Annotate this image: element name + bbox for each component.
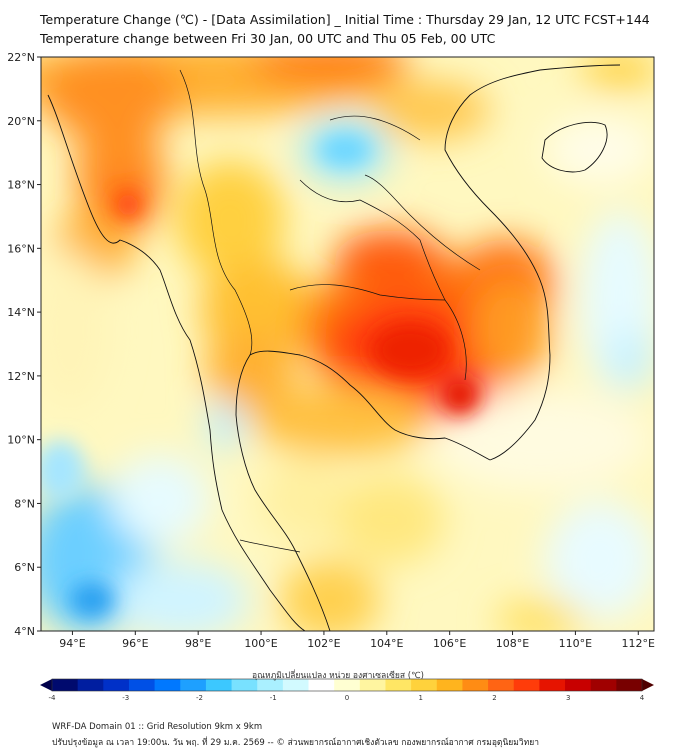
coastlines-borders (47, 64, 621, 631)
colorbar-min-arrow (40, 679, 52, 691)
lon-tick-label: 96°E (122, 637, 148, 650)
colorbar-segment (565, 679, 592, 691)
colorbar-segment (77, 679, 104, 691)
colorbar-segment (436, 679, 464, 691)
lat-tick-label: 20°N (7, 115, 35, 128)
lon-tick-label: 108°E (496, 637, 529, 650)
lon-tick-label: 100°E (244, 637, 277, 650)
colorbar-segment (385, 679, 412, 691)
colorbar-tick-label: -3 (122, 694, 129, 702)
colorbar-segment (359, 679, 387, 691)
footer-model-info: WRF-DA Domain 01 :: Grid Resolution 9km … (52, 722, 263, 732)
lat-tick-label: 16°N (7, 242, 35, 255)
map-subtitle: Temperature change between Fri 30 Jan, 0… (40, 31, 496, 46)
colorbar-segment (282, 679, 310, 691)
lat-tick-label: 8°N (14, 497, 35, 510)
lat-tick-label: 4°N (14, 625, 35, 638)
colorbar-tick-label: 3 (566, 694, 570, 702)
colorbar-tick-label: -1 (270, 694, 277, 702)
lon-tick-label: 94°E (59, 637, 85, 650)
lat-tick-label: 22°N (7, 51, 35, 64)
colorbar-border (51, 678, 643, 692)
lon-tick-label: 98°E (185, 637, 211, 650)
lat-tick-label: 12°N (7, 370, 35, 383)
colorbar-tick-label: 4 (640, 694, 645, 702)
colorbar-segment (616, 679, 643, 691)
colorbar-segment (334, 679, 361, 691)
lat-tick-label: 14°N (7, 306, 35, 319)
colorbar-segment (128, 679, 156, 691)
colorbar-segment (411, 679, 438, 691)
colorbar-max-arrow (642, 679, 654, 691)
colorbar-segment (154, 679, 181, 691)
colorbar-tick-label: 2 (492, 694, 496, 702)
colorbar-segment (488, 679, 515, 691)
colorbar-tick-label: -2 (196, 694, 203, 702)
lon-tick-label: 104°E (370, 637, 403, 650)
colorbar-label: อุณหภูมิเปลี่ยนแปลง หน่วย องศาเซลเซียส (… (252, 671, 424, 681)
lat-tick-label: 6°N (14, 561, 35, 574)
colorbar-segment (205, 679, 233, 691)
colorbar-segment (103, 679, 130, 691)
lat-tick-label: 18°N (7, 179, 35, 192)
colorbar-segment (257, 679, 284, 691)
lon-tick-label: 112°E (622, 637, 655, 650)
temperature-field (41, 57, 654, 631)
colorbar-segment (539, 679, 566, 691)
lon-tick-label: 102°E (307, 637, 340, 650)
lon-tick-label: 106°E (433, 637, 466, 650)
map-frame (40, 56, 655, 632)
colorbar-segment (308, 679, 335, 691)
lat-tick-label: 10°N (7, 434, 35, 447)
axis-ticks: 4°N 6°N 8°N 10°N 12°N 14°N 16°N 18°N 20°N 22°N 94°… (7, 51, 655, 650)
map-title: Temperature Change (℃) - [Data Assimilat… (40, 12, 650, 27)
footer-update-info: ปรับปรุงข้อมูล ณ เวลา 19:00น. วัน พฤ. ที… (52, 738, 539, 748)
colorbar-segment (52, 679, 79, 691)
colorbar-segment (513, 679, 540, 691)
colorbar-segment (180, 679, 207, 691)
colorbar-tick-label: 0 (345, 694, 349, 702)
colorbar-segment (231, 679, 258, 691)
colorbar-segment (590, 679, 617, 691)
colorbar-tick-label: 1 (419, 694, 423, 702)
colorbar-tick-label: -4 (49, 694, 57, 702)
colorbar: -4 -3 -2 -1 0 1 2 3 4 (40, 678, 654, 702)
lon-tick-label: 110°E (559, 637, 592, 650)
colorbar-segment (462, 679, 489, 691)
